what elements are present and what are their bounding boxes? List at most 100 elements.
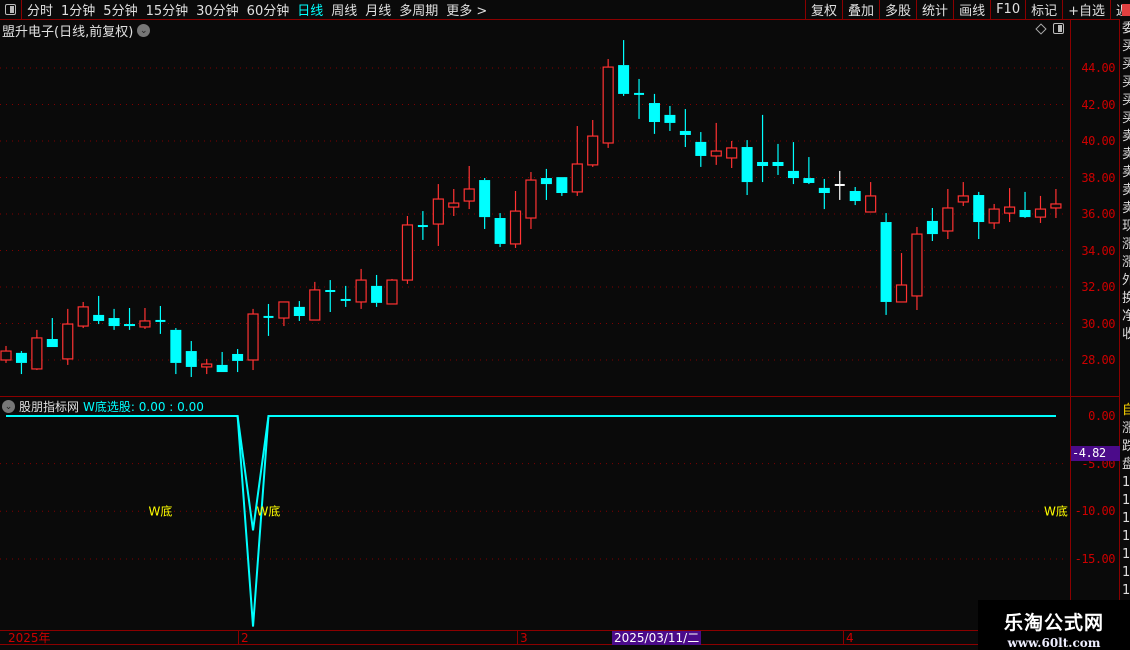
quote-row-label: 1: [1122, 565, 1130, 580]
date-label: 3: [517, 631, 528, 645]
overlay-button[interactable]: 叠加: [842, 0, 879, 19]
candle-body-up: [957, 195, 969, 203]
quote-row-label: 买: [1122, 75, 1130, 90]
panel-divider[interactable]: [0, 396, 1120, 397]
candle-body-down: [232, 353, 244, 361]
tab-daily[interactable]: 日线: [297, 4, 324, 19]
candle-body-up: [865, 195, 877, 213]
watermark-name: 乐淘公式网: [1003, 612, 1104, 634]
candle-body-up: [139, 320, 151, 328]
tab-fenshi[interactable]: 分时: [27, 4, 54, 19]
chevron-down-icon[interactable]: ⌄: [2, 400, 15, 413]
candle-body-down: [618, 65, 630, 94]
quote-row-label: 1: [1122, 547, 1130, 562]
candle-body-up: [62, 323, 74, 360]
candle-body-up: [432, 198, 444, 225]
candle-body-up: [448, 202, 460, 208]
mark-button[interactable]: 标记: [1025, 0, 1062, 19]
candle-body-up: [278, 301, 290, 319]
candle-body-up: [571, 163, 583, 193]
price-label: 44.00: [1081, 61, 1115, 75]
statistics-button[interactable]: 统计: [916, 0, 953, 19]
panel-icon[interactable]: [1053, 23, 1064, 34]
tab-more[interactable]: 更多 >: [446, 4, 488, 19]
watermark: 乐淘公式网 www.60lt.com: [978, 600, 1130, 650]
price-label: 40.00: [1081, 134, 1115, 148]
restore-rights-button[interactable]: 复权: [805, 0, 842, 19]
candle-body-up: [386, 279, 398, 305]
price-axis: 44.00 42.00 40.00 38.00 36.00 34.00 32.0…: [1070, 20, 1120, 630]
indicator-title-bar: ⌄ 股朋指标网 W底选股: 0.00 : 0.00: [2, 398, 204, 415]
price-label: 38.00: [1081, 170, 1115, 185]
indicator-axis-label: -10.00: [1074, 504, 1116, 519]
candle-body-down: [185, 351, 197, 367]
candle-body-down: [664, 114, 676, 123]
panel-toggle-button[interactable]: [0, 0, 22, 19]
candle-body-down: [170, 329, 182, 363]
indicator-axis-label: -15.00: [1074, 552, 1116, 566]
candle-body-up: [0, 350, 12, 361]
candle-body-down: [371, 285, 383, 303]
candle-body-down: [679, 130, 691, 135]
quote-row-label: 买: [1122, 39, 1130, 54]
quote-row-label: 自: [1122, 403, 1130, 418]
indicator-formula[interactable]: W底选股: 0.00 : 0.00: [83, 398, 204, 415]
quote-row-label: 外: [1122, 273, 1130, 288]
candle-body-up: [201, 363, 213, 368]
f10-button[interactable]: F10: [990, 0, 1025, 19]
quote-row-label: 净: [1122, 309, 1130, 324]
chart-title: 盟升电子(日线,前复权): [2, 25, 134, 40]
date-label: 2025年: [8, 631, 51, 645]
candle-body-up: [1034, 208, 1047, 218]
quote-row-label: 换: [1122, 291, 1130, 306]
candle-body-down: [479, 180, 491, 218]
candle-body-down: [540, 178, 552, 185]
price-label: 32.00: [1081, 280, 1115, 294]
quote-row-label: 1: [1122, 475, 1130, 490]
candle-body-down: [695, 141, 707, 156]
candle-body-down: [1019, 209, 1031, 218]
multi-stock-button[interactable]: 多股: [879, 0, 916, 19]
quote-row-label: 涨: [1122, 255, 1130, 270]
tab-1min[interactable]: 1分钟: [61, 4, 96, 19]
watermark-url: www.60lt.com: [1007, 636, 1101, 650]
chevron-down-icon[interactable]: ⌄: [137, 24, 151, 37]
candle-body-up: [710, 150, 722, 157]
candle-body-up: [31, 337, 43, 370]
quote-row-label: 买: [1122, 93, 1130, 108]
candle-body-down: [15, 352, 27, 363]
date-label: 4: [843, 631, 854, 645]
quote-row-label: 1: [1122, 529, 1130, 544]
candle-body-down: [293, 306, 305, 317]
candle-body-down: [46, 339, 58, 348]
indicator-values: : 0.00 : 0.00: [130, 400, 204, 414]
candle-body-down: [787, 170, 799, 179]
candle-body-down: [926, 220, 938, 235]
status-indicator: [1122, 4, 1130, 16]
tab-30min[interactable]: 30分钟: [196, 4, 239, 19]
w-bottom-signal: W底: [1044, 503, 1068, 518]
candle-body-up: [602, 66, 614, 144]
tab-weekly[interactable]: 周线: [331, 4, 358, 19]
indicator-source: 股朋指标网: [19, 400, 80, 414]
quote-row-label: 1: [1122, 511, 1130, 526]
tab-15min[interactable]: 15分钟: [145, 4, 189, 19]
candle-body-up: [726, 147, 738, 159]
draw-line-button[interactable]: 画线: [953, 0, 990, 19]
w-bottom-signal: W底: [148, 503, 172, 518]
tab-60min[interactable]: 60分钟: [246, 4, 290, 19]
candle-body-down: [216, 364, 228, 373]
tab-monthly[interactable]: 月线: [365, 4, 392, 19]
chart-canvas[interactable]: W底 W底 W底: [0, 0, 1070, 650]
tab-multi-period[interactable]: 多周期: [399, 4, 439, 19]
candle-body-down: [880, 222, 892, 302]
candle-body-down: [772, 161, 784, 167]
add-watchlist-button[interactable]: +自选: [1062, 0, 1110, 19]
quote-row-label: 现: [1122, 219, 1130, 234]
tab-5min[interactable]: 5分钟: [103, 4, 138, 19]
candle-body-down: [803, 178, 815, 183]
candle-body-up: [401, 224, 414, 281]
candle-body-up: [463, 188, 475, 202]
quote-row-label: 1: [1122, 493, 1130, 508]
indicator-formula-name: W底选股: [83, 400, 131, 414]
